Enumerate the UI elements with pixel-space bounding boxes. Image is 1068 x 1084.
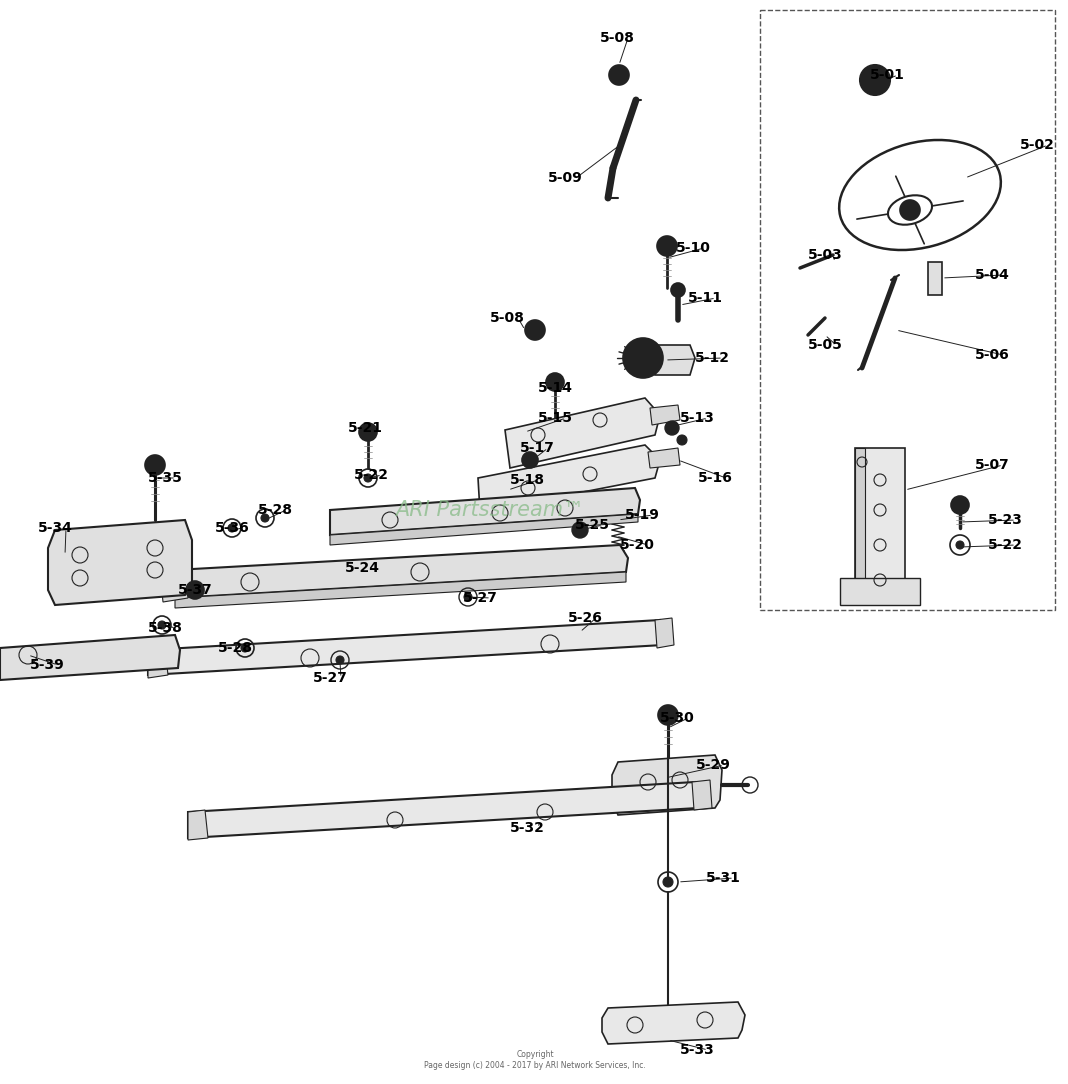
Text: 5-32: 5-32 xyxy=(511,821,545,835)
Text: 5-06: 5-06 xyxy=(975,348,1009,362)
Text: 5-22: 5-22 xyxy=(988,538,1023,552)
Text: 5-17: 5-17 xyxy=(520,441,555,455)
Circle shape xyxy=(241,644,249,651)
Text: 5-08: 5-08 xyxy=(600,31,634,46)
Text: 5-38: 5-38 xyxy=(148,621,183,635)
Text: 5-09: 5-09 xyxy=(548,171,583,185)
Circle shape xyxy=(227,524,236,532)
Polygon shape xyxy=(692,780,712,810)
Polygon shape xyxy=(505,398,660,468)
Text: 5-20: 5-20 xyxy=(621,538,655,552)
Circle shape xyxy=(572,522,588,538)
Circle shape xyxy=(671,283,685,297)
Text: 5-02: 5-02 xyxy=(1020,138,1055,152)
Text: 5-29: 5-29 xyxy=(696,758,731,772)
Circle shape xyxy=(860,65,890,95)
Circle shape xyxy=(359,423,377,441)
Polygon shape xyxy=(148,648,168,678)
Polygon shape xyxy=(655,618,674,648)
Polygon shape xyxy=(612,754,722,815)
Polygon shape xyxy=(855,448,905,598)
Circle shape xyxy=(956,541,964,549)
Circle shape xyxy=(145,455,164,475)
Polygon shape xyxy=(175,572,626,608)
Circle shape xyxy=(635,350,651,366)
Polygon shape xyxy=(928,262,942,295)
Circle shape xyxy=(869,74,881,86)
Circle shape xyxy=(522,452,538,468)
Text: 5-27: 5-27 xyxy=(464,591,498,605)
Circle shape xyxy=(900,201,920,220)
Polygon shape xyxy=(650,405,680,425)
Text: 5-23: 5-23 xyxy=(988,513,1023,527)
Circle shape xyxy=(623,338,663,378)
Circle shape xyxy=(665,421,679,435)
Polygon shape xyxy=(175,545,628,598)
Text: 5-37: 5-37 xyxy=(178,583,213,597)
Circle shape xyxy=(464,593,472,601)
Text: ARI Partsstream™: ARI Partsstream™ xyxy=(395,500,584,520)
Circle shape xyxy=(657,236,677,256)
Circle shape xyxy=(261,514,269,522)
Text: 5-05: 5-05 xyxy=(808,338,843,352)
Text: 5-12: 5-12 xyxy=(695,351,731,365)
Polygon shape xyxy=(330,514,638,545)
Text: 5-01: 5-01 xyxy=(870,68,905,82)
Polygon shape xyxy=(841,578,920,605)
Circle shape xyxy=(658,705,678,725)
Polygon shape xyxy=(655,345,695,375)
Circle shape xyxy=(158,621,166,629)
Text: 5-19: 5-19 xyxy=(625,508,660,522)
Text: 5-39: 5-39 xyxy=(30,658,65,672)
Polygon shape xyxy=(478,446,660,512)
Circle shape xyxy=(186,581,204,599)
Circle shape xyxy=(546,373,564,391)
Polygon shape xyxy=(602,1002,745,1044)
Circle shape xyxy=(609,65,629,85)
Text: 5-22: 5-22 xyxy=(354,468,389,482)
Text: 5-28: 5-28 xyxy=(218,641,253,655)
Text: 5-11: 5-11 xyxy=(688,291,723,305)
Polygon shape xyxy=(188,782,700,838)
Text: 5-16: 5-16 xyxy=(698,472,733,485)
Text: 5-04: 5-04 xyxy=(975,268,1010,282)
Text: 5-34: 5-34 xyxy=(38,521,73,535)
Text: 5-31: 5-31 xyxy=(706,872,741,885)
Text: 5-08: 5-08 xyxy=(490,311,524,325)
Polygon shape xyxy=(148,620,665,675)
Polygon shape xyxy=(855,448,865,598)
Circle shape xyxy=(951,496,969,514)
Text: 5-35: 5-35 xyxy=(148,472,183,485)
Polygon shape xyxy=(648,448,680,468)
Polygon shape xyxy=(188,810,208,840)
Circle shape xyxy=(677,435,687,446)
Polygon shape xyxy=(0,635,180,680)
Polygon shape xyxy=(330,488,640,535)
Text: 5-33: 5-33 xyxy=(680,1043,714,1057)
Circle shape xyxy=(525,320,545,340)
Text: 5-14: 5-14 xyxy=(538,380,574,395)
Text: 5-18: 5-18 xyxy=(511,473,545,487)
Polygon shape xyxy=(48,520,192,605)
Circle shape xyxy=(364,474,372,482)
Text: 5-21: 5-21 xyxy=(348,421,383,435)
Text: 5-07: 5-07 xyxy=(975,459,1009,472)
Text: 5-10: 5-10 xyxy=(676,241,711,255)
Text: 5-27: 5-27 xyxy=(313,671,348,685)
Ellipse shape xyxy=(888,195,932,224)
Circle shape xyxy=(906,206,914,214)
Text: 5-03: 5-03 xyxy=(808,248,843,262)
Text: 5-28: 5-28 xyxy=(258,503,293,517)
Circle shape xyxy=(663,877,673,887)
Text: Copyright
Page design (c) 2004 - 2017 by ARI Network Services, Inc.: Copyright Page design (c) 2004 - 2017 by… xyxy=(424,1050,646,1070)
Text: 5-25: 5-25 xyxy=(575,518,610,532)
Text: 5-36: 5-36 xyxy=(215,521,250,535)
Text: 5-13: 5-13 xyxy=(680,411,714,425)
Circle shape xyxy=(336,656,344,664)
Text: 5-30: 5-30 xyxy=(660,711,695,725)
Polygon shape xyxy=(160,568,188,602)
Text: 5-24: 5-24 xyxy=(345,562,380,575)
Text: 5-15: 5-15 xyxy=(538,411,574,425)
Text: 5-26: 5-26 xyxy=(568,611,602,625)
